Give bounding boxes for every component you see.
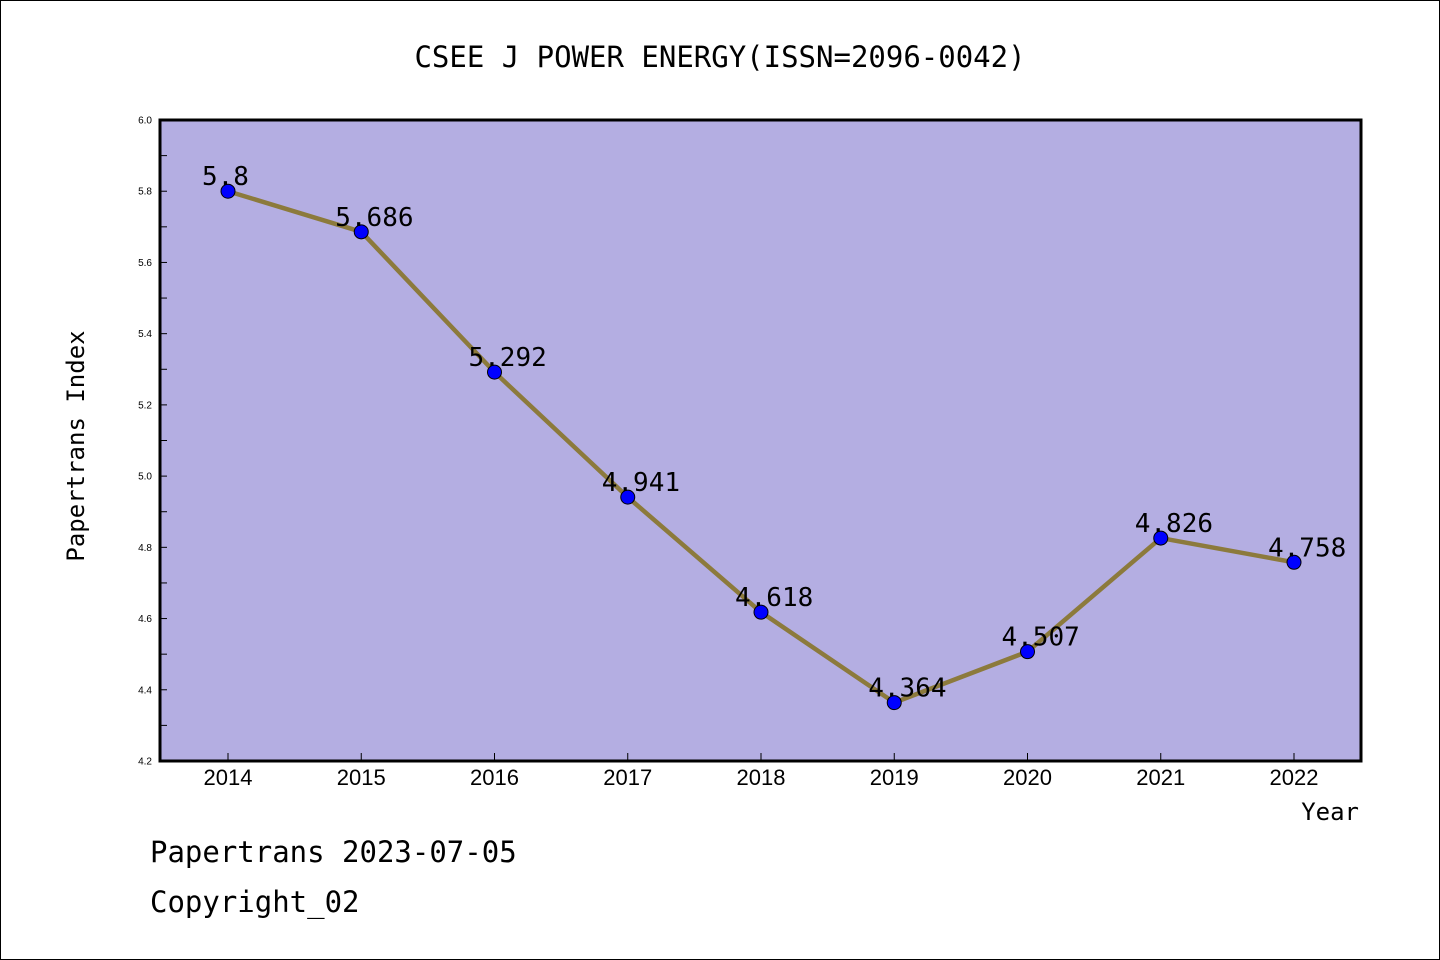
- data-point: [353, 224, 369, 240]
- data-point: [220, 183, 236, 199]
- data-label: 4.758: [1268, 533, 1346, 563]
- data-label: 4.941: [602, 468, 680, 498]
- y-axis: 4.2 4.4 4.6 4.8 5.0 5.2 5.4 5.6 5.8 6.0: [138, 116, 167, 768]
- x-tick-label: 2019: [870, 765, 919, 790]
- x-tick-label: 2016: [470, 765, 519, 790]
- data-label: 4.507: [1002, 623, 1080, 653]
- y-tick-label: 5.8: [138, 187, 152, 198]
- y-tick-label: 6.0: [138, 116, 152, 127]
- footer-copyright-text: Copyright_02: [150, 885, 360, 919]
- y-axis-label: Papertrans Index: [62, 330, 90, 561]
- x-tick-label: 2022: [1270, 765, 1319, 790]
- y-tick-label: 5.4: [138, 329, 152, 340]
- data-point: [620, 489, 636, 505]
- series-layer: 5.8 5.686 5.292 4.941 4.618 4.364 4.507 4.826 4.…: [202, 162, 1346, 711]
- data-label: 4.826: [1135, 509, 1213, 539]
- data-label: 5.686: [335, 203, 413, 233]
- x-tick-label: 2014: [204, 765, 253, 790]
- footer-date-text: Papertrans 2023-07-05: [150, 835, 517, 869]
- y-tick-label: 5.0: [138, 472, 152, 483]
- x-tick-label: 2015: [337, 765, 386, 790]
- x-tick-label: 2020: [1003, 765, 1052, 790]
- data-point: [753, 604, 769, 620]
- data-point: [886, 695, 902, 711]
- y-tick-label: 4.6: [138, 614, 152, 625]
- chart-title: CSEE J POWER ENERGY(ISSN=2096-0042): [414, 40, 1025, 74]
- y-tick-label: 4.4: [138, 685, 152, 696]
- x-axis-label: Year: [1301, 798, 1359, 826]
- x-tick-label: 2017: [603, 765, 652, 790]
- y-tick-label: 5.6: [138, 258, 152, 269]
- y-tick-label: 5.2: [138, 400, 152, 411]
- x-tick-label: 2018: [737, 765, 786, 790]
- x-axis: 2014 2015 2016 2017 2018 2019 2020 2021 2022: [204, 753, 1319, 790]
- data-label: 4.364: [868, 674, 946, 704]
- data-label: 4.618: [735, 583, 813, 613]
- data-point: [1153, 530, 1169, 546]
- plot-border: [158, 118, 1363, 763]
- data-label: 5.8: [202, 162, 249, 192]
- y-tick-label: 4.2: [138, 757, 152, 768]
- data-point: [487, 364, 502, 380]
- data-point: [1286, 554, 1302, 570]
- data-point: [1020, 644, 1035, 660]
- data-label: 5.292: [469, 343, 547, 373]
- x-tick-label: 2021: [1136, 765, 1185, 790]
- y-tick-label: 4.8: [138, 543, 152, 554]
